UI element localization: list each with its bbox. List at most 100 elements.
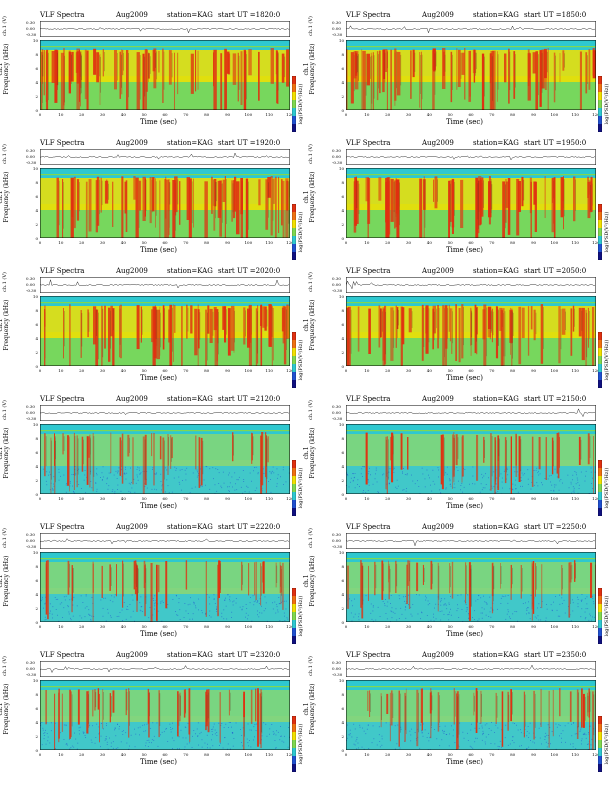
title-label: VLF Spectra bbox=[40, 267, 85, 275]
noise-dot bbox=[512, 613, 514, 615]
noise-dot bbox=[537, 607, 538, 609]
noise-dot bbox=[58, 479, 60, 481]
sferic-streak bbox=[185, 560, 188, 590]
noise-dot bbox=[482, 734, 484, 736]
noise-dot bbox=[505, 724, 507, 726]
noise-dot bbox=[144, 724, 145, 726]
title-label: VLF Spectra bbox=[346, 11, 391, 19]
noise-dot bbox=[203, 479, 205, 481]
sferic-edge bbox=[447, 308, 449, 339]
noise-dot bbox=[140, 596, 142, 598]
colorbar-segment bbox=[292, 476, 296, 485]
noise-dot bbox=[161, 485, 163, 487]
noise-dot bbox=[136, 474, 138, 476]
panel-title: VLF Spectra Aug2009 station=KAG start UT =2… bbox=[346, 523, 596, 532]
time-axis-label: Time (sec) bbox=[140, 118, 178, 126]
noise-dot bbox=[561, 603, 563, 604]
sferic-streak bbox=[430, 560, 433, 590]
sferic-edge bbox=[169, 182, 171, 205]
noise-dot bbox=[76, 748, 78, 750]
sferic-edge bbox=[64, 311, 65, 347]
colorbar-segment bbox=[292, 116, 296, 125]
frequency-tick-label: 10 bbox=[32, 677, 38, 683]
noise-dot bbox=[356, 738, 358, 740]
noise-dot bbox=[544, 478, 546, 479]
date-label: Aug2009 bbox=[422, 395, 454, 403]
noise-dot bbox=[246, 608, 248, 609]
noise-dot bbox=[79, 733, 80, 735]
noise-dot bbox=[83, 479, 85, 481]
station-label: station=KAG bbox=[473, 523, 519, 531]
colorbar-segment bbox=[598, 76, 602, 85]
frequency-tick-label: 0 bbox=[35, 363, 38, 369]
sferic-edge bbox=[206, 694, 208, 722]
noise-dot bbox=[88, 609, 90, 611]
noise-dot bbox=[512, 489, 514, 491]
noise-dot bbox=[481, 739, 483, 741]
noise-dot bbox=[124, 473, 126, 475]
sferic-streak bbox=[209, 308, 213, 343]
noise-dot bbox=[114, 727, 116, 729]
sferic-streak bbox=[423, 176, 425, 238]
noise-dot bbox=[349, 729, 351, 731]
sferic-streak bbox=[560, 177, 564, 218]
noise-dot bbox=[553, 490, 555, 492]
timeseries-trace bbox=[40, 27, 290, 34]
frequency-tick-label: 2 bbox=[341, 349, 344, 355]
noise-dot bbox=[107, 612, 109, 614]
noise-dot bbox=[192, 618, 193, 620]
sferic-streak bbox=[140, 306, 142, 343]
timeseries-tick-label: -0.30 bbox=[26, 288, 37, 293]
sferic-edge bbox=[490, 311, 492, 333]
noise-dot bbox=[474, 610, 475, 612]
timeseries-tick-label: -0.30 bbox=[26, 32, 37, 37]
noise-dot bbox=[69, 481, 71, 482]
sferic-streak bbox=[207, 689, 210, 733]
sferic-edge bbox=[396, 51, 397, 89]
sferic-streak bbox=[267, 436, 269, 463]
noise-dot bbox=[559, 594, 560, 596]
spectrogram bbox=[40, 680, 290, 750]
noise-dot bbox=[221, 616, 223, 618]
sferic-edge bbox=[164, 308, 165, 340]
sferic-streak bbox=[93, 48, 97, 75]
sferic-streak bbox=[545, 437, 547, 480]
colorbar-segment bbox=[292, 340, 296, 349]
sferic-edge bbox=[587, 55, 588, 84]
sferic-streak bbox=[350, 52, 354, 104]
noise-dot bbox=[234, 472, 236, 474]
frequency-axis-label: ch.1 Frequency (kHz) bbox=[303, 546, 316, 616]
sferic-streak bbox=[80, 52, 81, 107]
sferic-streak bbox=[228, 689, 230, 716]
sferic-streak bbox=[368, 308, 371, 354]
noise-dot bbox=[89, 615, 91, 616]
noise-dot bbox=[81, 488, 82, 489]
sferic-streak bbox=[206, 689, 208, 727]
sferic-streak bbox=[455, 434, 458, 466]
noise-dot bbox=[565, 741, 566, 743]
colorbar-segment bbox=[292, 108, 296, 117]
noise-dot bbox=[145, 730, 147, 732]
noise-dot bbox=[384, 603, 385, 605]
time-tick-label: 60 bbox=[468, 496, 474, 501]
noise-dot bbox=[570, 743, 571, 745]
sferic-streak bbox=[476, 307, 478, 335]
noise-dot bbox=[354, 487, 356, 489]
sferic-streak bbox=[346, 49, 348, 110]
noise-dot bbox=[165, 728, 167, 730]
noise-dot bbox=[73, 490, 74, 492]
sferic-edge bbox=[73, 568, 74, 593]
noise-dot bbox=[584, 732, 586, 734]
sferic-edge bbox=[63, 436, 65, 451]
noise-dot bbox=[550, 604, 552, 606]
noise-dot bbox=[461, 609, 463, 610]
time-axis-label: Time (sec) bbox=[446, 374, 484, 382]
sferic-edge bbox=[460, 52, 462, 79]
timeseries-frame bbox=[346, 533, 596, 549]
noise-dot bbox=[47, 740, 49, 742]
frequency-label: Frequency (kHz) bbox=[309, 299, 316, 351]
noise-dot bbox=[181, 469, 183, 470]
noise-dot bbox=[73, 746, 75, 748]
sferic-edge bbox=[452, 311, 453, 344]
sferic-edge bbox=[584, 696, 586, 721]
